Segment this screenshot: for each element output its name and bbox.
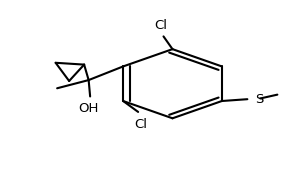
Text: OH: OH xyxy=(78,102,99,115)
Text: S: S xyxy=(255,93,263,106)
Text: Cl: Cl xyxy=(135,118,148,131)
Text: Cl: Cl xyxy=(154,19,167,32)
